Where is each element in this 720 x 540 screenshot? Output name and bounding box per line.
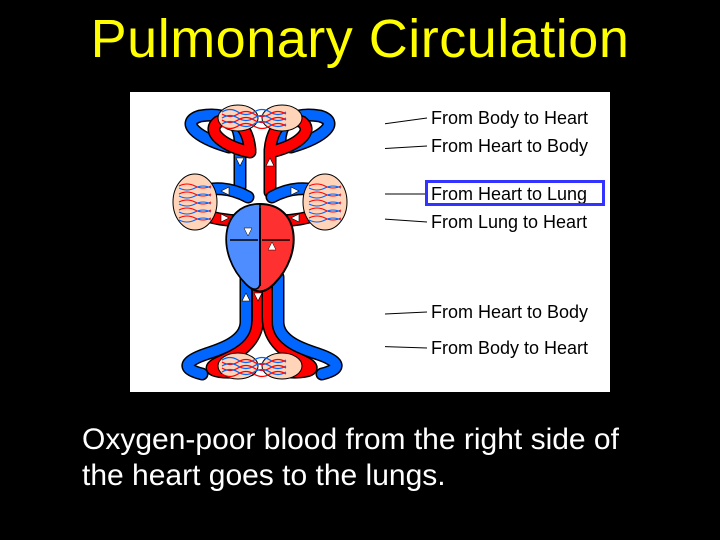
diagram-label: From Body to Heart xyxy=(431,338,588,359)
label-column: From Body to Heart From Heart to Body From… xyxy=(385,92,610,392)
diagram-label: From Body to Heart xyxy=(431,108,588,129)
highlight-box xyxy=(425,180,605,206)
circulation-diagram xyxy=(130,92,385,392)
slide: Pulmonary Circulation From Body to Heart… xyxy=(0,0,720,540)
diagram-panel: From Body to Heart From Heart to Body From… xyxy=(130,92,610,392)
diagram-label: From Lung to Heart xyxy=(431,212,587,233)
slide-title: Pulmonary Circulation xyxy=(0,8,720,70)
diagram-label: From Heart to Body xyxy=(431,136,588,157)
diagram-label: From Heart to Body xyxy=(431,302,588,323)
caption-text: Oxygen-poor blood from the right side of… xyxy=(82,422,652,494)
